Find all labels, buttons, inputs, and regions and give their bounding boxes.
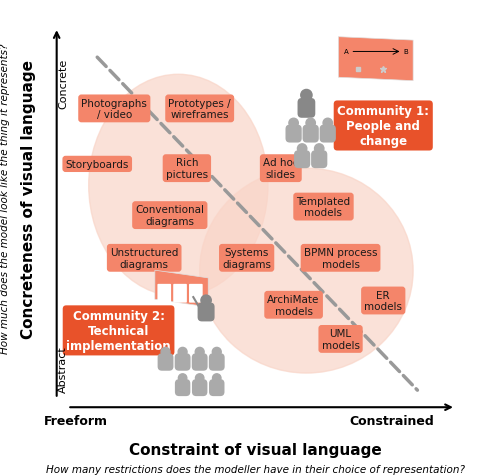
Text: Ad hoc
slides: Ad hoc slides [263,158,298,179]
FancyBboxPatch shape [192,379,208,397]
FancyBboxPatch shape [320,125,336,143]
Text: Community 2:
Technical
implementation: Community 2: Technical implementation [66,309,171,352]
FancyBboxPatch shape [209,354,224,371]
Text: B: B [404,50,408,55]
Circle shape [306,119,316,129]
Text: Storyboards: Storyboards [66,159,129,169]
Text: Community 1:
People and
change: Community 1: People and change [337,105,429,148]
FancyBboxPatch shape [174,354,190,371]
FancyBboxPatch shape [158,284,171,303]
Text: How much does the model look like the thing it represents?: How much does the model look like the th… [0,44,10,354]
Text: Constrained: Constrained [350,414,434,426]
FancyBboxPatch shape [175,379,190,397]
Text: Freeform: Freeform [44,414,108,426]
FancyBboxPatch shape [311,151,328,169]
FancyBboxPatch shape [198,303,214,322]
Circle shape [301,90,312,101]
Text: Photographs
/ video: Photographs / video [82,99,147,120]
Text: A: A [344,50,348,55]
Text: How many restrictions does the modeller have in their choice of representation?: How many restrictions does the modeller … [46,464,465,474]
Text: Constraint of visual language: Constraint of visual language [129,443,382,457]
Text: ArchiMate
models: ArchiMate models [268,294,320,316]
Text: ER
models: ER models [364,290,402,312]
Circle shape [196,374,204,382]
Polygon shape [338,38,413,81]
FancyBboxPatch shape [189,284,202,303]
FancyBboxPatch shape [294,151,310,169]
FancyBboxPatch shape [298,99,316,119]
Polygon shape [155,271,208,307]
Text: Concrete: Concrete [58,59,68,109]
Text: Abstract: Abstract [58,346,68,392]
Text: UML
models: UML models [322,328,360,350]
Text: BPMN process
models: BPMN process models [304,248,378,269]
Circle shape [178,347,187,357]
Text: Rich
pictures: Rich pictures [166,158,208,179]
FancyBboxPatch shape [209,379,224,397]
Text: Unstructured
diagrams: Unstructured diagrams [110,248,178,269]
Circle shape [201,296,211,306]
FancyBboxPatch shape [286,125,302,143]
FancyBboxPatch shape [173,284,187,303]
Circle shape [298,145,307,154]
Circle shape [178,374,187,382]
Circle shape [314,145,324,154]
FancyBboxPatch shape [158,354,174,371]
Circle shape [289,119,298,129]
Ellipse shape [200,169,413,373]
Circle shape [212,374,221,382]
FancyBboxPatch shape [192,354,208,371]
Text: Prototypes /
wireframes: Prototypes / wireframes [168,99,231,120]
Text: Conventional
diagrams: Conventional diagrams [136,205,204,227]
Ellipse shape [88,75,268,297]
FancyBboxPatch shape [302,125,319,143]
Circle shape [323,119,332,129]
Circle shape [195,347,204,357]
Circle shape [212,347,221,357]
Text: Templated
models: Templated models [296,197,350,218]
Circle shape [161,347,170,357]
Text: Concreteness of visual language: Concreteness of visual language [22,60,36,338]
Text: Systems
diagrams: Systems diagrams [222,248,271,269]
